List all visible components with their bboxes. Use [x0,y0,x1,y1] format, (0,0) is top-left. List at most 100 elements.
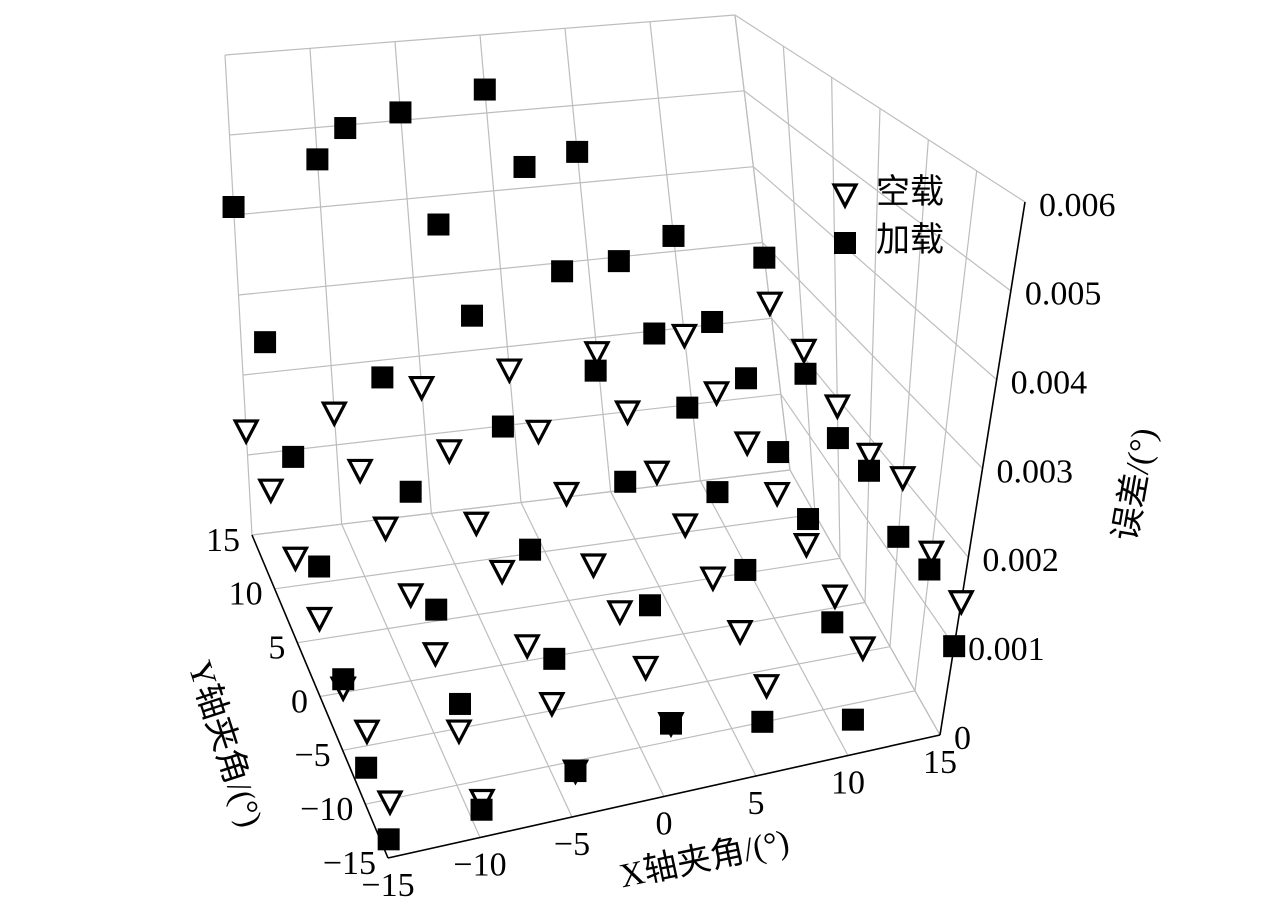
square-marker [551,260,574,283]
square-marker [519,538,542,561]
square-marker [701,310,724,333]
square-marker [566,140,589,163]
square-marker [841,708,864,731]
square-marker [334,117,357,140]
triangle-marker [353,719,381,746]
triangle-marker [947,590,975,617]
side-wall-grid-line [752,166,998,381]
square-marker [473,78,496,101]
square-marker [662,224,685,247]
x-tick-label: 0 [656,805,673,842]
square-marker [513,155,536,178]
triangle-marker [376,790,404,817]
triangle-marker [371,516,400,543]
floor-grid-line [365,690,916,805]
triangle-marker [643,460,671,487]
z-tick-label: 0.004 [1011,364,1088,401]
triangle-marker [524,419,553,446]
side-wall-grid-line [734,14,1026,203]
z-tick-label: 0.003 [997,453,1074,490]
triangle-marker [849,636,877,663]
square-marker [308,555,331,578]
triangle-marker [855,442,884,469]
z-tick-label: 0.005 [1025,276,1102,313]
square-marker [918,558,941,581]
square-marker [491,415,514,438]
triangle-marker [671,513,699,540]
z-tick-label: 0.002 [982,542,1058,579]
y-tick-label: −10 [300,791,353,828]
legend-label: 空载 [876,173,944,211]
square-marker [821,611,844,634]
square-marker [254,331,277,354]
square-marker [461,304,484,327]
triangle-marker [726,620,754,647]
square-marker [676,396,699,419]
triangle-marker [445,719,473,746]
z-tick-label: 0.001 [968,631,1045,668]
square-marker [332,668,355,691]
floor-grid-line [274,513,816,590]
square-marker [706,481,729,504]
square-marker [660,712,682,735]
triangle-marker [889,466,917,493]
square-marker [943,635,966,658]
square-marker [425,598,448,621]
square-marker [887,525,910,548]
x-tick-label: 5 [748,785,765,822]
square-marker [584,359,607,382]
side-wall-grid-line [743,90,1012,292]
y-tick-label: 5 [268,629,285,666]
y-tick-label: −15 [323,845,376,882]
square-marker [858,459,880,482]
triangle-marker [538,692,566,719]
back-wall-grid-line [238,241,763,296]
triangle-marker [790,338,818,365]
triangle-marker [699,566,727,593]
triangle-marker [606,600,634,627]
triangle-marker [462,511,490,538]
triangle-marker [435,439,463,466]
square-marker [797,508,820,531]
triangle-marker [552,481,581,508]
triangle-marker [792,533,821,560]
y-tick-label: 10 [229,576,263,613]
x-tick-label: 10 [831,764,865,801]
triangle-marker [232,419,260,446]
square-marker [639,594,662,617]
square-marker [355,756,378,779]
triangle-marker [613,400,642,427]
square-marker [794,362,817,385]
back-wall-grid-line [251,469,791,536]
triangle-marker [407,375,436,403]
square-marker [735,367,758,390]
square-marker [826,427,849,450]
triangle-marker [488,559,516,586]
legend-label: 加载 [876,221,944,259]
triangle-marker [346,458,374,485]
triangle-marker [421,642,450,669]
back-wall-grid-line [233,166,754,216]
x-tick-label: −5 [554,826,590,863]
square-marker [614,470,637,493]
floor-grid-line [319,601,866,698]
square-marker [753,246,776,269]
square-marker [282,445,305,468]
y-axis-line [251,534,389,859]
x-tick-label: 15 [923,744,957,781]
triangle-marker [579,553,608,580]
x-tick-label: −10 [453,846,506,883]
triangle-marker [632,655,660,682]
triangle-marker [397,583,425,610]
square-marker [643,322,666,345]
triangle-marker [281,546,310,573]
square-marker [470,798,493,821]
square-marker [222,196,245,218]
y-tick-label: −5 [294,737,330,774]
triangle-marker [917,540,946,567]
x-tick-label: −15 [361,867,414,904]
triangle-marker [821,584,849,611]
back-wall-grid-line [229,90,745,136]
square-marker [371,366,394,389]
